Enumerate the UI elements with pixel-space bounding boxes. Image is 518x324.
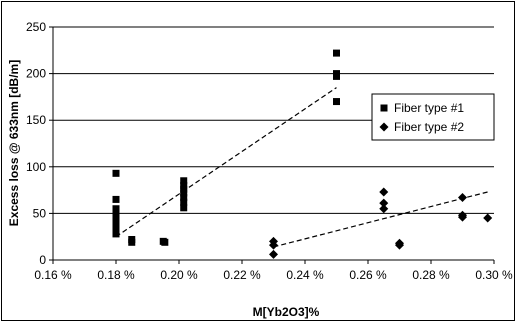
- x-tick-label: 0.24 %: [286, 268, 324, 282]
- data-point: [483, 213, 493, 223]
- x-tick-label: 0.22 %: [223, 268, 261, 282]
- data-point: [180, 185, 188, 193]
- y-axis-label: Excess loss @ 633nm [dB/m]: [7, 60, 21, 226]
- axes: [49, 26, 495, 264]
- data-point: [180, 177, 188, 185]
- data-point: [112, 205, 120, 213]
- data-point: [269, 249, 278, 259]
- x-axis-label: M[Yb2O3]%: [253, 305, 320, 319]
- data-point: [112, 195, 120, 203]
- data-point: [333, 98, 340, 106]
- data-point: [112, 230, 120, 238]
- legend-label: Fiber type #2: [394, 120, 464, 134]
- data-point: [458, 193, 467, 203]
- y-tick-label: 250: [26, 20, 46, 34]
- y-tick-labels: 0 50 100 150 200 250: [26, 20, 46, 267]
- data-point: [112, 169, 120, 177]
- data-point: [180, 194, 188, 202]
- data-point: [333, 72, 340, 80]
- data-point: [180, 181, 188, 189]
- x-tick-label: 0.30 %: [475, 268, 513, 282]
- y-tick-label: 150: [26, 113, 46, 127]
- x-tick-label: 0.26 %: [349, 268, 387, 282]
- data-points: [112, 49, 493, 259]
- x-tick-label: 0.16 %: [34, 268, 72, 282]
- x-tick-label: 0.18 %: [97, 268, 135, 282]
- x-tick-label: 0.20 %: [160, 268, 198, 282]
- data-point: [180, 198, 188, 206]
- grid-lines: [53, 26, 494, 214]
- y-tick-label: 50: [33, 206, 47, 220]
- data-point: [180, 189, 188, 197]
- data-point: [161, 238, 169, 246]
- data-point: [112, 212, 120, 220]
- data-point: [128, 238, 136, 246]
- y-tick-label: 100: [26, 160, 46, 174]
- data-point: [333, 49, 340, 57]
- y-tick-label: 0: [39, 253, 46, 267]
- x-tick-label: 0.28 %: [412, 268, 450, 282]
- data-point: [379, 198, 389, 208]
- legend-box: [371, 93, 495, 141]
- data-point: [379, 204, 389, 214]
- data-point: [395, 240, 404, 250]
- data-point: [180, 204, 188, 212]
- legend-marker: [379, 122, 389, 132]
- trendline: [115, 87, 337, 238]
- data-point: [379, 187, 389, 197]
- data-point: [269, 240, 278, 250]
- x-tick-labels: 0.16 % 0.18 % 0.20 % 0.22 % 0.24 % 0.26 % 0.28…: [34, 268, 513, 282]
- legend-label: Fiber type #1: [394, 101, 464, 115]
- data-point: [458, 212, 467, 222]
- y-tick-label: 200: [26, 67, 46, 81]
- legend: Fiber type #1 Fiber type #2: [371, 93, 495, 141]
- legend-marker: [380, 104, 388, 112]
- trendline: [273, 191, 488, 248]
- trendlines: [115, 87, 488, 248]
